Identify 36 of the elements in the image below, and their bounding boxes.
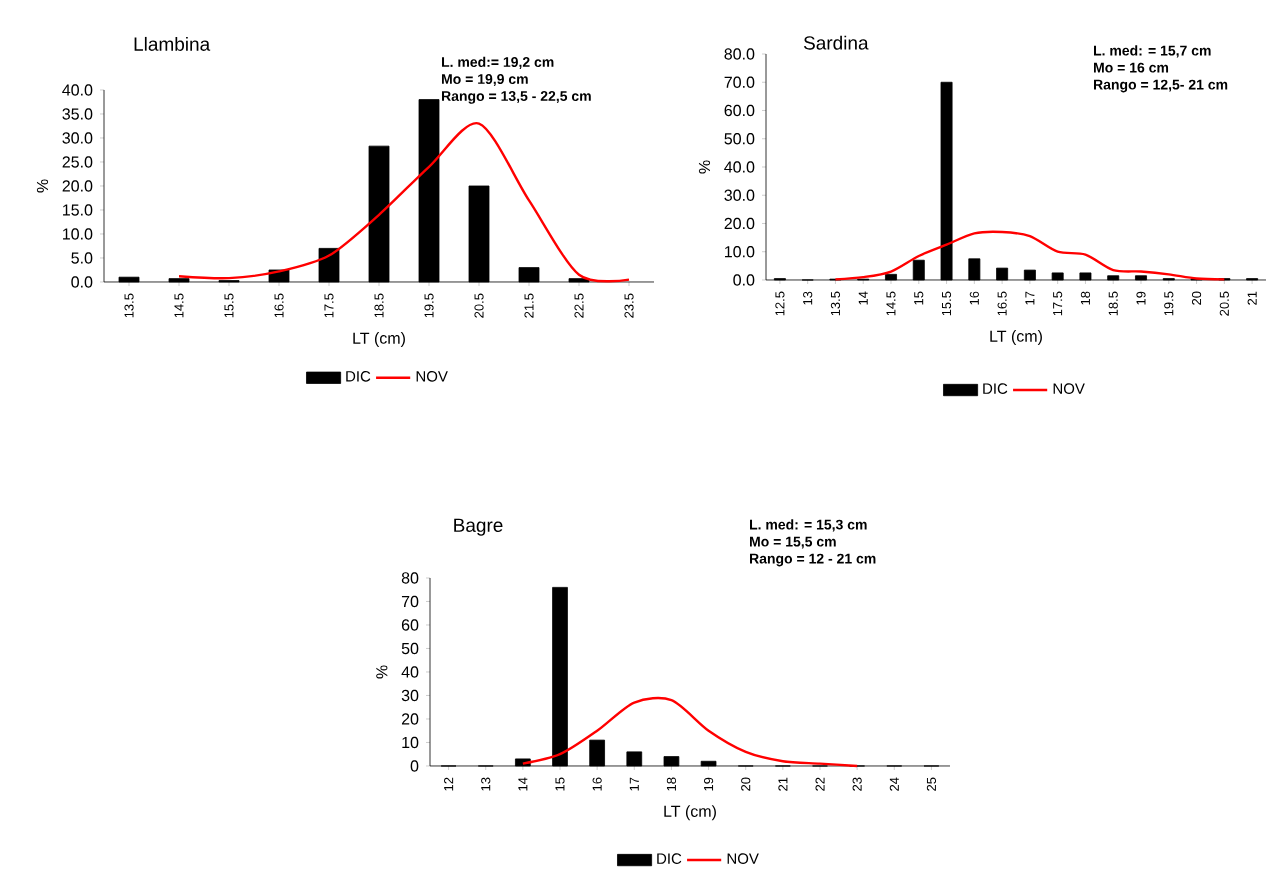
- y-tick-label: 10.0: [63, 228, 93, 240]
- x-axis-title: LT (cm): [353, 332, 405, 347]
- y-axis-title: %: [376, 665, 388, 679]
- y-tick-label: 20.0: [62, 180, 93, 192]
- y-tick-label: 40: [401, 666, 419, 678]
- y-tick-label: 50: [401, 642, 419, 655]
- y-tick-label: 50.0: [724, 133, 755, 145]
- y-tick-label: 0.0: [71, 276, 93, 288]
- y-tick-label: 40.0: [724, 161, 755, 173]
- y-tick-label: 80: [401, 572, 419, 584]
- y-tick-label: 25.0: [62, 156, 93, 168]
- x-axis-title: LT (cm): [664, 805, 716, 821]
- chart-title: Bagre: [454, 518, 503, 536]
- chart-title: Llambina: [134, 36, 211, 51]
- y-tick-label: 0.0: [733, 274, 755, 286]
- y-tick-label: 80.0: [724, 48, 755, 60]
- y-axis-title: %: [36, 179, 49, 193]
- y-axis-title: %: [698, 160, 711, 174]
- y-tick-label: 5.0: [71, 252, 93, 264]
- x-axis-title: LT (cm): [990, 330, 1042, 345]
- y-tick-label: 0: [410, 760, 419, 772]
- y-tick-label: 30.0: [724, 189, 755, 201]
- y-tick-label: 20.0: [724, 217, 755, 230]
- y-tick-label: 20: [401, 713, 419, 725]
- y-tick-label: 35.0: [62, 108, 93, 120]
- y-tick-label: 30.0: [62, 132, 93, 144]
- y-tick-label: 60: [401, 619, 419, 631]
- y-tick-label: 70: [401, 595, 419, 608]
- y-tick-label: 15.0: [63, 204, 93, 216]
- y-tick-label: 40.0: [62, 84, 93, 96]
- y-tick-label: 60.0: [724, 104, 755, 117]
- chart-title: Sardina: [803, 35, 869, 50]
- y-tick-label: 30: [401, 689, 419, 702]
- y-tick-label: 10.0: [725, 246, 755, 258]
- y-tick-label: 70.0: [724, 76, 755, 88]
- y-tick-label: 10: [402, 736, 419, 749]
